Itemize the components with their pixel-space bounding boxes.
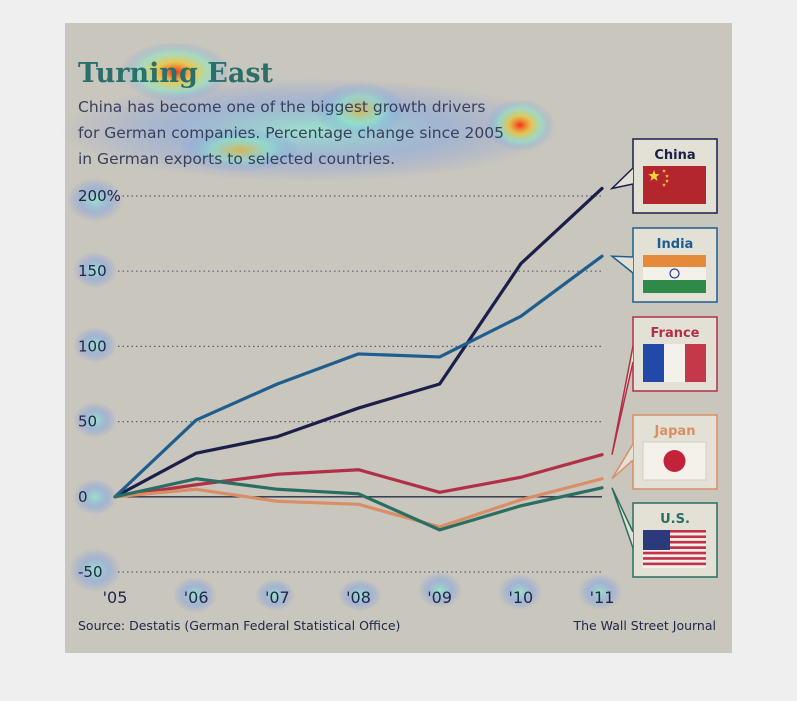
legend-label: France — [650, 326, 699, 341]
y-tick-label: 150 — [78, 262, 107, 280]
source-note: Source: Destatis (German Federal Statist… — [78, 618, 400, 633]
series-line-japan — [113, 477, 604, 529]
legend-label: China — [654, 148, 695, 163]
legend-pointer — [609, 255, 634, 274]
y-tick-label: 100 — [78, 337, 107, 355]
y-tick-label: 50 — [78, 413, 97, 431]
legend: China India France Japan U.S. — [609, 138, 718, 578]
credit-label: The Wall Street Journal — [572, 618, 716, 633]
india-flag-icon — [643, 255, 706, 293]
legend-pointer — [611, 487, 634, 549]
series-line-france — [113, 453, 604, 499]
series-line-us — [113, 477, 604, 532]
y-tick-label: 200% — [78, 187, 121, 205]
y-tick-label: 0 — [78, 488, 88, 506]
chart-subtitle-line-2: for German companies. Percentage change … — [78, 124, 504, 142]
legend-label: Japan — [654, 424, 696, 439]
series-lines — [113, 186, 604, 532]
legend-label: India — [657, 237, 694, 252]
legend-label: U.S. — [660, 512, 690, 527]
series-line-china — [113, 186, 604, 499]
chart-title: Turning East — [78, 58, 274, 89]
us-flag-icon — [643, 530, 706, 568]
x-tick-label: '07 — [265, 588, 290, 607]
legend-pointer — [611, 345, 634, 455]
china-flag-icon — [643, 166, 706, 204]
series-line-india — [113, 254, 604, 499]
x-tick-label: '08 — [346, 588, 371, 607]
x-tick-label: '09 — [427, 588, 452, 607]
y-axis-tick-labels: -50 0 50 100 150 200% — [78, 187, 121, 581]
x-tick-label: '06 — [184, 588, 209, 607]
legend-pointer — [609, 167, 634, 190]
legend-item-india: India — [609, 227, 718, 303]
attention-heatmap-overlay — [60, 42, 622, 613]
y-tick-label: -50 — [78, 563, 103, 581]
grid-lines — [115, 195, 602, 573]
x-tick-label: '10 — [508, 588, 533, 607]
x-tick-label: '11 — [590, 588, 615, 607]
legend-pointer — [611, 443, 634, 480]
x-axis-tick-labels: '05 '06 '07 '08 '09 '10 '11 — [103, 588, 615, 607]
chart-subtitle-line-3: in German exports to selected countries. — [78, 150, 395, 168]
legend-item-china: China — [609, 138, 718, 214]
chart-subtitle-line-1: China has become one of the biggest grow… — [78, 98, 485, 116]
legend-item-us: U.S. — [611, 487, 718, 578]
x-tick-label: '05 — [103, 588, 128, 607]
legend-item-france: France — [611, 316, 718, 455]
japan-flag-icon — [642, 441, 707, 481]
legend-item-japan: Japan — [611, 414, 718, 490]
france-flag-icon — [643, 344, 706, 382]
